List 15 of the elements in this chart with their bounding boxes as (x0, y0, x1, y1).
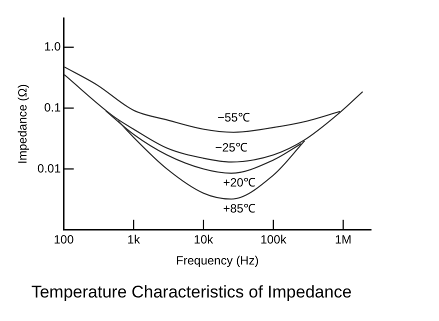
y-tick-label: 1.0 (44, 40, 62, 54)
text: Temperature Characteristics of Impedance (31, 282, 352, 302)
y-axis-title: Impedance (Ω) (16, 84, 30, 164)
x-axis-title: Frequency (Hz) (176, 254, 259, 268)
y-tick-label: 0.01 (37, 161, 62, 176)
series-label: −25℃ (215, 140, 248, 154)
series-label: +20℃ (223, 176, 256, 190)
series-label: +85℃ (223, 201, 256, 216)
x-tick-label: 1M (334, 232, 352, 246)
x-tick-label: 100k (260, 232, 288, 246)
y-tick-label: 0.1 (44, 100, 62, 114)
series-label: −55℃ (217, 110, 250, 125)
x-tick-label: 10k (194, 232, 214, 246)
x-tick-label: 1k (127, 232, 141, 246)
x-tick-label: 100 (54, 232, 74, 246)
